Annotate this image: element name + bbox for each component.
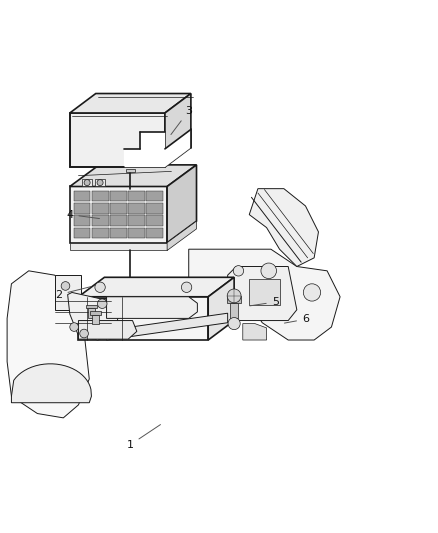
Polygon shape [189, 249, 340, 340]
Polygon shape [167, 221, 197, 251]
Text: 5: 5 [250, 297, 279, 307]
Circle shape [261, 263, 276, 279]
Polygon shape [88, 308, 95, 318]
Polygon shape [92, 191, 109, 201]
Polygon shape [243, 324, 267, 340]
Polygon shape [11, 364, 92, 403]
Circle shape [84, 180, 90, 185]
Polygon shape [165, 93, 191, 167]
Polygon shape [128, 228, 145, 238]
Polygon shape [78, 277, 234, 297]
Circle shape [228, 318, 240, 329]
Circle shape [227, 289, 241, 303]
Circle shape [98, 299, 107, 309]
Polygon shape [92, 228, 109, 238]
Polygon shape [208, 277, 234, 340]
Polygon shape [70, 187, 167, 243]
Circle shape [233, 265, 244, 276]
Circle shape [80, 329, 88, 338]
Polygon shape [92, 215, 109, 226]
Polygon shape [78, 320, 137, 339]
Polygon shape [74, 191, 91, 201]
Polygon shape [146, 215, 163, 226]
Circle shape [181, 282, 192, 293]
Polygon shape [78, 297, 208, 340]
Polygon shape [92, 203, 109, 214]
Polygon shape [70, 165, 197, 187]
Polygon shape [249, 189, 318, 266]
Circle shape [304, 284, 321, 301]
Polygon shape [126, 169, 134, 172]
Polygon shape [106, 297, 198, 318]
Polygon shape [110, 215, 127, 226]
Text: 4: 4 [66, 209, 99, 220]
Polygon shape [110, 228, 127, 238]
Polygon shape [86, 304, 97, 308]
Polygon shape [146, 191, 163, 201]
Text: 1: 1 [127, 425, 160, 450]
Polygon shape [82, 179, 92, 187]
Polygon shape [146, 203, 163, 214]
Polygon shape [230, 303, 238, 318]
Polygon shape [110, 203, 127, 214]
Polygon shape [128, 215, 145, 226]
Circle shape [95, 282, 105, 293]
Polygon shape [92, 314, 99, 324]
Polygon shape [128, 191, 145, 201]
Polygon shape [67, 293, 120, 340]
Text: 6: 6 [284, 314, 309, 324]
Polygon shape [128, 203, 145, 214]
Circle shape [61, 281, 70, 290]
Polygon shape [165, 130, 191, 167]
Polygon shape [7, 271, 89, 418]
Polygon shape [146, 228, 163, 238]
Polygon shape [74, 228, 91, 238]
Polygon shape [124, 132, 165, 167]
Polygon shape [228, 266, 297, 320]
Polygon shape [95, 179, 105, 187]
Polygon shape [74, 203, 91, 214]
Polygon shape [90, 311, 101, 314]
Polygon shape [70, 243, 167, 251]
Text: 2: 2 [56, 287, 91, 300]
Polygon shape [227, 296, 241, 303]
Circle shape [70, 322, 78, 332]
Polygon shape [55, 275, 115, 310]
Polygon shape [167, 165, 197, 243]
Polygon shape [70, 113, 165, 167]
Polygon shape [74, 215, 91, 226]
Text: 3: 3 [171, 106, 192, 134]
Polygon shape [106, 313, 228, 340]
Polygon shape [110, 191, 127, 201]
Polygon shape [70, 93, 191, 113]
Polygon shape [249, 279, 279, 305]
Circle shape [97, 180, 103, 185]
